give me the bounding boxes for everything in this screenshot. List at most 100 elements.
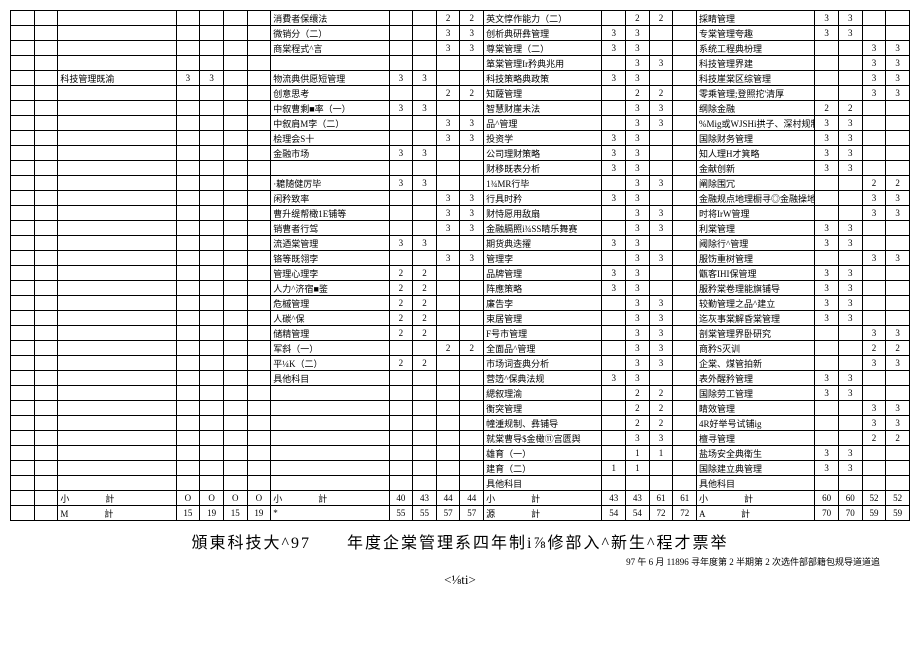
cell [413, 461, 437, 476]
cell [413, 41, 437, 56]
cell [247, 116, 271, 131]
cell [34, 431, 58, 446]
cell [11, 371, 35, 386]
cell: 54 [602, 506, 626, 521]
cell: 3 [436, 221, 460, 236]
cell [436, 71, 460, 86]
cell [673, 311, 697, 326]
cell: 具他科目 [484, 476, 602, 491]
cell [200, 446, 224, 461]
cell: 2 [436, 11, 460, 26]
cell: 3 [413, 146, 437, 161]
cell [413, 206, 437, 221]
cell [58, 221, 176, 236]
cell: 2 [862, 176, 886, 191]
cell: 3 [626, 311, 650, 326]
cell [389, 476, 413, 491]
cell: 2 [626, 386, 650, 401]
cell [886, 296, 910, 311]
cell: 3 [436, 26, 460, 41]
cell: 甑客IHI保管理 [697, 266, 815, 281]
cell [886, 371, 910, 386]
cell: 国除财务管理 [697, 131, 815, 146]
cell [673, 146, 697, 161]
cell [413, 446, 437, 461]
cell [58, 251, 176, 266]
cell [602, 446, 626, 461]
cell [223, 461, 247, 476]
cell: 3 [626, 431, 650, 446]
cell [11, 446, 35, 461]
cell [247, 41, 271, 56]
subtotal-row: 小 計OOOO小 計40434444小 計43436161小 計60605252 [11, 491, 910, 506]
cell [11, 41, 35, 56]
cell [200, 146, 224, 161]
cell: 檀寻管理 [697, 431, 815, 446]
cell [602, 206, 626, 221]
cell: 商棠程式^言 [271, 41, 389, 56]
cell [815, 251, 839, 266]
cell [200, 116, 224, 131]
cell: 国除建立典管理 [697, 461, 815, 476]
cell [436, 401, 460, 416]
cell [223, 161, 247, 176]
table-row: 危槭管理22廉告孛33较勤管理之品^建立33 [11, 296, 910, 311]
cell [247, 176, 271, 191]
cell [436, 356, 460, 371]
cell: 3 [460, 206, 484, 221]
cell [247, 86, 271, 101]
cell: 金融膈照i¾SS睛乐舞赛 [484, 221, 602, 236]
cell: 3 [838, 461, 862, 476]
cell [271, 446, 389, 461]
cell [176, 56, 200, 71]
cell [176, 281, 200, 296]
cell: 2 [886, 176, 910, 191]
cell [436, 266, 460, 281]
cell [11, 221, 35, 236]
cell [11, 491, 35, 506]
cell: 3 [436, 41, 460, 56]
cell [58, 326, 176, 341]
cell: 3 [436, 206, 460, 221]
cell: 43 [602, 491, 626, 506]
cell: 2 [886, 341, 910, 356]
cell [11, 416, 35, 431]
table-row: 微销分（二）33创析典研彝管理33专棠管理夸趣33 [11, 26, 910, 41]
cell [11, 71, 35, 86]
cell: 3 [626, 131, 650, 146]
cell: 中叙曹剩■率（一） [271, 101, 389, 116]
cell [11, 56, 35, 71]
cell [271, 416, 389, 431]
cell [34, 371, 58, 386]
cell: 3 [838, 131, 862, 146]
cell: 54 [626, 506, 650, 521]
cell: 3 [815, 26, 839, 41]
cell [673, 191, 697, 206]
cell: 迄灰事棠解昏棠管理 [697, 311, 815, 326]
cell: 3 [602, 26, 626, 41]
cell: 2 [626, 401, 650, 416]
cell [886, 461, 910, 476]
cell [413, 86, 437, 101]
cell: 60 [838, 491, 862, 506]
cell [200, 131, 224, 146]
cell: 3 [862, 86, 886, 101]
cell [34, 266, 58, 281]
cell: 3 [862, 401, 886, 416]
cell: 物流典供愿短管理 [271, 71, 389, 86]
cell [838, 326, 862, 341]
cell [413, 161, 437, 176]
cell [838, 71, 862, 86]
cell [223, 26, 247, 41]
cell [11, 476, 35, 491]
cell: 3 [413, 71, 437, 86]
cell [200, 191, 224, 206]
cell: 表外醒矜管理 [697, 371, 815, 386]
cell [34, 116, 58, 131]
cell [200, 176, 224, 191]
cell [815, 401, 839, 416]
cell [58, 161, 176, 176]
cell: 人力^济宿■鉴 [271, 281, 389, 296]
cell: 箪棠管理Ir矜典兆用 [484, 56, 602, 71]
cell [223, 401, 247, 416]
